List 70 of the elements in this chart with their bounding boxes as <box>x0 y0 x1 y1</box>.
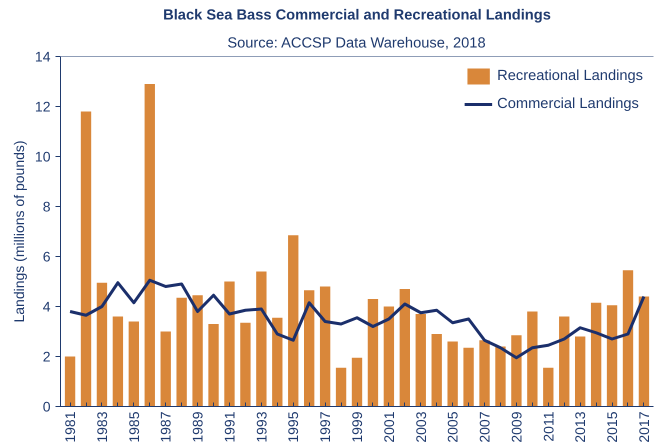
bar <box>622 270 634 406</box>
bar <box>160 332 171 406</box>
legend-label: Recreational Landings <box>497 68 643 84</box>
y-tick-label: 14 <box>34 48 51 64</box>
x-tick-label: 1989 <box>190 411 206 443</box>
line-series <box>68 278 646 360</box>
bar <box>208 324 219 406</box>
bar <box>336 368 346 406</box>
bar <box>495 346 506 406</box>
chart-subtitle: Source: ACCSP Data Warehouse, 2018 <box>227 36 486 52</box>
bar <box>368 299 378 406</box>
bar <box>320 286 330 406</box>
x-tick-label: 1981 <box>62 411 78 443</box>
bar <box>352 358 362 406</box>
bar <box>256 272 267 406</box>
bar <box>416 314 426 406</box>
bar <box>574 336 586 406</box>
y-tick-label: 0 <box>42 398 51 414</box>
x-tick-label: 2011 <box>540 411 556 442</box>
y-axis-title: Landings (millions of pounds) <box>10 140 27 323</box>
x-tick-label: 1985 <box>126 411 142 443</box>
x-tick-label: 2007 <box>476 411 493 443</box>
y-tick-label: 8 <box>42 198 51 214</box>
bar <box>384 306 394 406</box>
x-tick-label: 2015 <box>604 411 620 443</box>
x-tick-label: 2013 <box>572 411 588 443</box>
x-tick-label: 2017 <box>636 411 652 443</box>
x-tick-label: 1995 <box>285 411 302 443</box>
bar <box>304 290 314 406</box>
bar <box>64 356 76 406</box>
bar <box>606 305 618 406</box>
bar <box>400 289 410 406</box>
x-tick-label: 2009 <box>508 411 524 443</box>
bar <box>272 318 282 406</box>
bar <box>144 84 155 406</box>
bar <box>511 335 522 406</box>
bar <box>96 282 108 406</box>
x-tick-label: 1999 <box>349 411 365 443</box>
x-tick-label: 1993 <box>253 411 270 443</box>
bar <box>590 302 602 406</box>
bar <box>543 368 554 406</box>
y-tick-label: 6 <box>42 248 51 264</box>
bar <box>80 112 92 406</box>
chart-title: Black Sea Bass Commercial and Recreational Landings <box>163 8 551 24</box>
bar <box>224 282 235 406</box>
bar <box>479 340 490 406</box>
y-tick-label: 12 <box>34 98 51 114</box>
y-tick-label: 4 <box>42 298 51 314</box>
bar <box>638 296 650 406</box>
bar <box>112 316 124 406</box>
legend-label: Commercial Landings <box>497 96 639 112</box>
y-tick-label: 10 <box>34 148 51 164</box>
bar <box>559 316 570 406</box>
bar <box>288 235 298 406</box>
x-tick-label: 2003 <box>412 411 429 443</box>
bar <box>527 312 538 406</box>
bar <box>240 322 251 406</box>
x-tick-label: 2005 <box>444 411 461 443</box>
bar <box>128 322 140 406</box>
bar <box>176 298 187 406</box>
bar <box>192 295 203 406</box>
y-tick-label: 2 <box>42 348 51 364</box>
x-tick-label: 1991 <box>221 411 238 443</box>
x-tick-label: 1987 <box>158 411 174 443</box>
x-tick-label: 2001 <box>380 411 397 443</box>
x-tick-label: 1983 <box>94 411 110 443</box>
x-tick-label: 1997 <box>317 411 334 443</box>
bar <box>432 334 442 406</box>
bar <box>463 348 474 406</box>
bar <box>447 342 458 406</box>
